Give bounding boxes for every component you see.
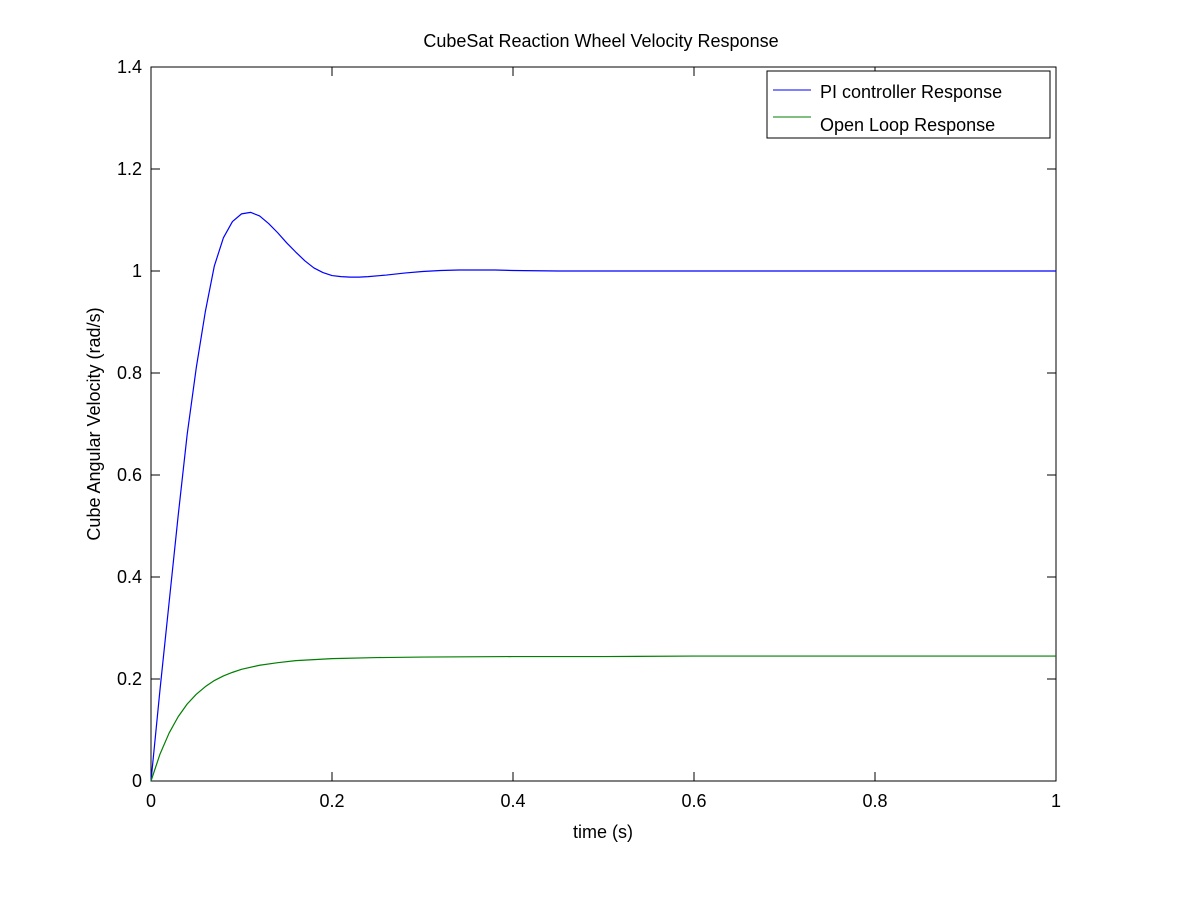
x-axis-label: time (s) <box>573 822 633 842</box>
legend-box <box>766 70 1051 139</box>
chart-title: CubeSat Reaction Wheel Velocity Response <box>423 31 778 51</box>
x-tick-label: 0.2 <box>319 791 344 811</box>
plot-area <box>150 66 1057 782</box>
x-tick-label: 1 <box>1051 791 1061 811</box>
x-tick-label: 0.4 <box>500 791 525 811</box>
y-tick-label: 1 <box>132 261 142 281</box>
legend-label-pi: PI controller Response <box>820 82 1002 102</box>
axis-tick-labels: 0 0.2 0.4 0.6 0.8 1 0 0.2 0.4 0.6 0.8 1 1.2 1.4 <box>117 57 1061 811</box>
y-axis-label: Cube Angular Velocity (rad/s) <box>84 307 104 540</box>
x-tick-label: 0.6 <box>681 791 706 811</box>
y-tick-label: 0.6 <box>117 465 142 485</box>
x-tick-label: 0.8 <box>862 791 887 811</box>
series-lines <box>150 211 1056 782</box>
legend: PI controller Response Open Loop Respons… <box>766 70 1051 139</box>
y-tick-label: 0 <box>132 771 142 791</box>
open-loop-response-line <box>150 655 1056 782</box>
y-tick-label: 0.4 <box>117 567 142 587</box>
y-tick-label: 1.4 <box>117 57 142 77</box>
y-tick-label: 0.8 <box>117 363 142 383</box>
y-tick-label: 0.2 <box>117 669 142 689</box>
axis-ticks <box>150 66 1057 782</box>
pi-controller-response-line <box>150 211 1056 782</box>
x-tick-label: 0 <box>146 791 156 811</box>
legend-label-open-loop: Open Loop Response <box>820 115 995 135</box>
y-tick-label: 1.2 <box>117 159 142 179</box>
